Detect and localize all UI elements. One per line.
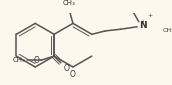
Text: CH₃: CH₃ <box>162 28 172 33</box>
Text: +: + <box>147 13 152 18</box>
Text: O: O <box>70 70 76 79</box>
Text: CH₃: CH₃ <box>13 57 26 63</box>
Text: O: O <box>63 65 69 73</box>
Text: CH₃: CH₃ <box>62 0 75 6</box>
Text: O: O <box>33 56 39 65</box>
Text: N: N <box>139 21 146 30</box>
